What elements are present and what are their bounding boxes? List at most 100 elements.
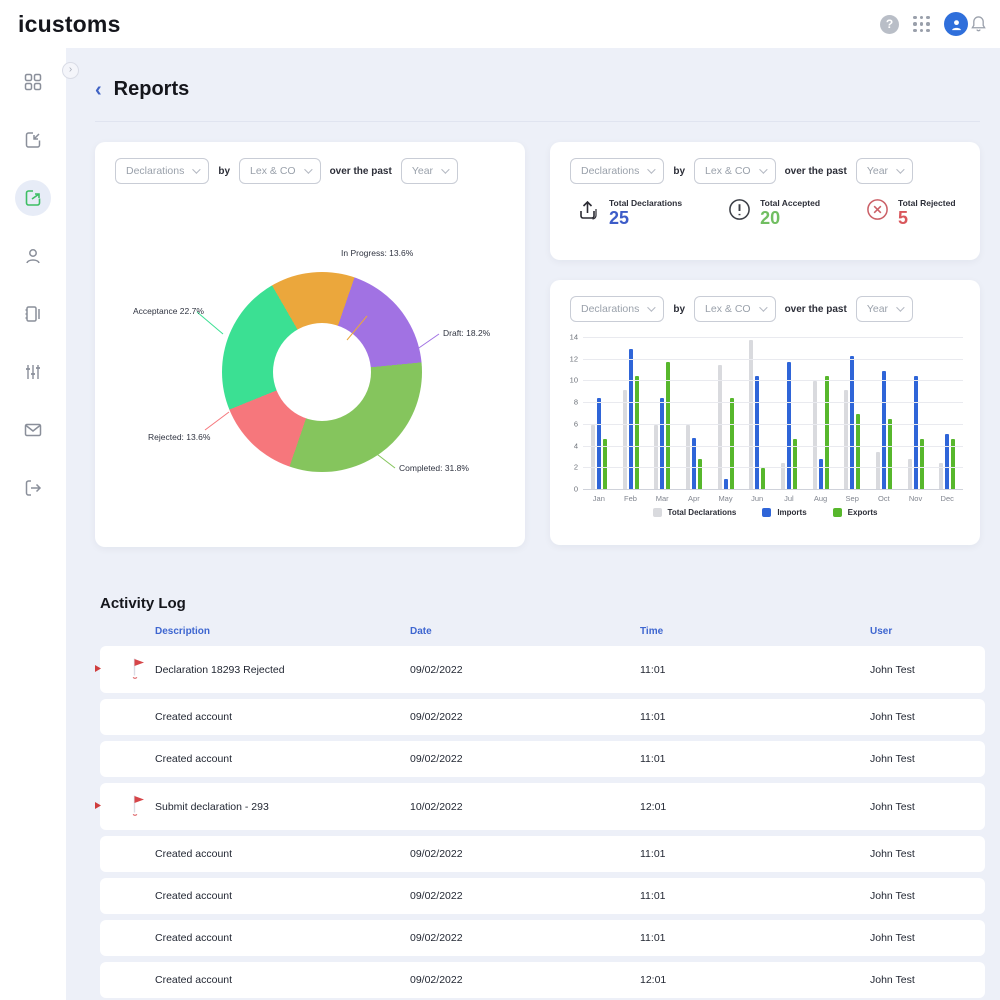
period-select[interactable]: Year: [855, 158, 914, 184]
row-date: 09/02/2022: [410, 711, 463, 723]
chevron-down-icon: [441, 165, 450, 174]
bar-imports: [850, 356, 855, 490]
metric-select[interactable]: Declarations: [570, 296, 665, 322]
stat-total-accepted: Total Accepted 20: [728, 198, 820, 229]
legend-item: Total Declarations: [652, 508, 736, 517]
period-select[interactable]: Year: [855, 296, 914, 322]
y-axis-tick: 4: [573, 441, 578, 451]
table-row: Created account 09/02/2022 11:01 John Te…: [100, 920, 985, 956]
bar-imports: [628, 348, 633, 490]
app-logo: icustoms: [18, 10, 121, 37]
row-user: John Test: [870, 890, 915, 902]
bar-exports: [792, 438, 797, 490]
back-chevron-icon[interactable]: ‹: [95, 78, 102, 101]
x-axis-tick: Oct: [878, 494, 890, 503]
sidebar-item-dashboard[interactable]: [15, 64, 51, 100]
bar-total-declarations: [780, 462, 785, 490]
bar-total-declarations: [749, 340, 754, 490]
sidebar-item-declarations[interactable]: [15, 296, 51, 332]
bar-chart-card: Declarations by Lex & CO over the past Y…: [550, 280, 980, 545]
stat-total-rejected: Total Rejected 5: [866, 198, 956, 229]
column-header-date: Date: [410, 626, 432, 637]
bar-exports: [951, 438, 956, 490]
bar-exports: [602, 438, 607, 490]
table-row: Created account 09/02/2022 11:01 John Te…: [100, 741, 985, 777]
bar-imports: [913, 376, 918, 490]
bar-group-aug: Aug: [805, 338, 837, 503]
bar-imports: [660, 397, 665, 490]
chevron-down-icon: [303, 165, 313, 174]
legend-swatch-icon: [652, 508, 662, 517]
row-description: Created account: [155, 753, 233, 765]
row-date: 09/02/2022: [410, 753, 463, 765]
bar-group-nov: Nov: [900, 338, 932, 503]
bar-total-declarations: [844, 390, 849, 490]
row-user: John Test: [870, 800, 915, 813]
bar-exports: [856, 414, 861, 490]
donut-chart-card: Declarations by Lex & CO over the past Y…: [95, 142, 525, 547]
row-date: 09/02/2022: [410, 974, 463, 986]
alert-circle-icon: [729, 199, 750, 220]
bar-group-mar: Mar: [646, 338, 678, 503]
x-axis-tick: Dec: [940, 494, 954, 503]
donut-ring: [222, 272, 422, 472]
company-select[interactable]: Lex & CO: [694, 158, 776, 184]
legend-item: Imports: [762, 508, 807, 517]
divider: [95, 121, 980, 122]
sidebar-collapse-toggle[interactable]: ›: [62, 62, 79, 79]
legend-swatch-icon: [762, 508, 772, 517]
flag-icon: [130, 793, 146, 820]
period-select[interactable]: Year: [400, 158, 459, 184]
user-icon: [26, 249, 40, 264]
row-user: John Test: [870, 974, 915, 986]
metric-select[interactable]: Declarations: [570, 158, 665, 184]
sidebar-item-logout[interactable]: [15, 470, 51, 506]
donut-chart: In Progress: 13.6% Draft: 18.2% Complete…: [95, 202, 525, 542]
sidebar-item-users[interactable]: [15, 238, 51, 274]
table-row: Created account 09/02/2022 12:01 John Te…: [100, 962, 985, 998]
notifications-bell-icon[interactable]: [971, 15, 986, 32]
over-the-past-label: over the past: [784, 303, 847, 315]
logout-icon: [25, 480, 42, 496]
apps-grid-icon[interactable]: [913, 15, 930, 33]
sidebar-item-reports[interactable]: [15, 180, 51, 216]
stat-total-declarations: Total Declarations 25: [578, 198, 682, 229]
bar-group-dec: Dec: [931, 338, 963, 503]
slice-label-in-progress: In Progress: 13.6%: [341, 248, 414, 258]
sidebar-item-mail[interactable]: [15, 412, 51, 448]
slice-label-draft: Draft: 18.2%: [443, 328, 491, 338]
totals-filterbar: Declarations by Lex & CO over the past Y…: [550, 142, 980, 184]
bars-filterbar: Declarations by Lex & CO over the past Y…: [550, 280, 980, 322]
column-header-user: User: [870, 626, 893, 637]
row-date: 09/02/2022: [410, 663, 463, 676]
metric-select[interactable]: Declarations: [115, 158, 210, 184]
bar-total-declarations: [907, 458, 912, 490]
y-axis-tick: 2: [573, 462, 578, 472]
main-content: ‹ Reports Declarations by Lex & CO over …: [66, 48, 1000, 1000]
bar-total-declarations: [812, 381, 817, 490]
by-label: by: [673, 303, 686, 315]
sidebar-item-imports[interactable]: [15, 122, 51, 158]
table-row: Declaration 18293 Rejected 09/02/2022 11…: [95, 646, 985, 693]
help-icon[interactable]: ?: [880, 14, 899, 34]
bar-imports: [691, 437, 696, 490]
over-the-past-label: over the past: [784, 165, 847, 177]
x-axis-tick: Jan: [592, 494, 605, 503]
company-select[interactable]: Lex & CO: [694, 296, 776, 322]
row-user: John Test: [870, 663, 915, 676]
bar-imports: [596, 397, 601, 490]
x-axis-tick: Aug: [813, 494, 828, 503]
user-avatar[interactable]: [944, 12, 968, 36]
company-select[interactable]: Lex & CO: [239, 158, 321, 184]
chevron-down-icon: [192, 165, 202, 174]
chevron-down-icon: [647, 165, 657, 174]
bar-total-declarations: [685, 424, 690, 490]
chevron-down-icon: [647, 303, 657, 312]
sidebar-item-settings[interactable]: [15, 354, 51, 390]
x-axis-tick: Jun: [751, 494, 764, 503]
y-axis-tick: 0: [573, 484, 578, 494]
export-icon: [25, 190, 41, 206]
bar-group-may: May: [710, 338, 742, 503]
bar-group-feb: Feb: [615, 338, 647, 503]
row-time: 12:01: [640, 974, 667, 986]
